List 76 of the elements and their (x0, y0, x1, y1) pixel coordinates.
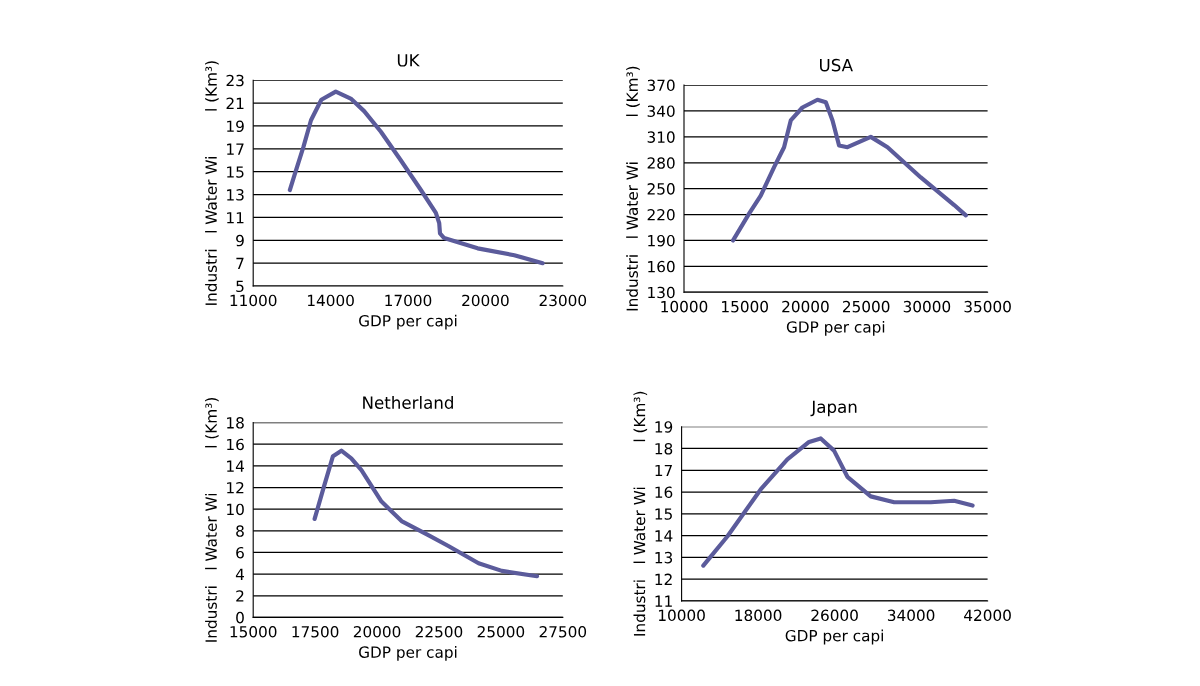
y-tick-label: 2 (236, 590, 244, 602)
y-tick-label: 10 (227, 503, 244, 516)
y-tick-label: 17 (655, 464, 672, 477)
x-tick-label: 30000 (903, 300, 951, 313)
y-tick-label: 130 (648, 286, 675, 299)
x-axis-title: GDP per capi (359, 646, 457, 661)
y-tick-label: 13 (227, 189, 244, 201)
y-tick-label: 340 (647, 105, 675, 117)
line-series (312, 448, 540, 579)
x-tick-label: 18000 (735, 609, 782, 622)
y-tick-label: 6 (236, 546, 244, 559)
y-tick-label: 14 (227, 460, 245, 472)
y-tick-label: 4 (235, 568, 245, 580)
y-tick-label: 280 (647, 157, 675, 169)
chart-title: Japan (810, 400, 857, 417)
x-tick-label: 23000 (539, 294, 587, 307)
y-tick-label: 9 (236, 234, 244, 247)
x-axis-title: GDP per capi (786, 320, 885, 336)
x-tick-label: 10000 (661, 300, 708, 313)
y-tick-label: 7 (236, 257, 244, 269)
y-tick-label: 21 (226, 97, 244, 109)
y-tick-label: 160 (648, 260, 675, 273)
x-axis-title: GDP per capi (785, 629, 883, 645)
x-tick-label: 27500 (539, 626, 587, 638)
x-tick-label: 17000 (385, 294, 432, 307)
x-tick-label: 20000 (782, 300, 829, 313)
y-tick-label: 190 (648, 234, 675, 247)
x-tick-label: 42000 (964, 609, 1011, 622)
y-tick-label: 19 (655, 421, 673, 433)
chart-title: USA (820, 58, 853, 72)
y-tick-label: 370 (647, 79, 675, 92)
x-tick-label: 15000 (722, 300, 769, 313)
y-axis-title: Industri l Water Wi l (Km³) (626, 66, 640, 311)
x-tick-label: 25000 (842, 300, 890, 313)
y-tick-label: 310 (647, 131, 675, 143)
y-tick-label: 220 (647, 209, 675, 221)
x-tick-label: 34000 (887, 609, 935, 622)
y-tick-label: 13 (655, 551, 673, 564)
chart-title: Netherland (363, 396, 453, 409)
y-axis-title: Industri l Water Wi l (Km³) (205, 61, 219, 305)
y-tick-label: 23 (226, 74, 244, 87)
x-tick-label: 26000 (811, 609, 858, 622)
y-axis-title: Industri l Water Wi l (Km³) (633, 391, 648, 636)
x-axis-title: GDP per capi (359, 314, 457, 330)
y-tick-label: 18 (227, 417, 244, 429)
y-tick-label: 14 (655, 530, 673, 542)
y-axis-title: Industri l Water Wi l (Km³) (205, 398, 219, 642)
x-tick-label: 15000 (230, 626, 277, 638)
line-series (730, 97, 968, 243)
y-tick-label: 8 (236, 525, 244, 537)
y-tick-label: 11 (655, 595, 672, 607)
x-tick-label: 17500 (292, 626, 339, 638)
x-tick-label: 35000 (964, 300, 1011, 313)
y-tick-label: 16 (227, 438, 244, 451)
x-tick-label: 14000 (307, 294, 354, 307)
y-tick-label: 17 (227, 143, 244, 155)
x-tick-label: 20000 (353, 626, 401, 638)
y-tick-label: 11 (227, 212, 244, 224)
y-tick-label: 5 (236, 280, 244, 293)
x-tick-label: 11000 (230, 294, 277, 307)
y-tick-label: 19 (227, 120, 244, 133)
y-tick-label: 12 (655, 573, 672, 585)
x-tick-label: 10000 (658, 609, 705, 622)
chart-title: UK (397, 54, 420, 67)
x-tick-label: 22500 (415, 626, 463, 638)
x-tick-label: 25000 (477, 626, 525, 638)
y-tick-label: 12 (227, 481, 244, 494)
x-tick-label: 20000 (462, 294, 509, 307)
y-tick-label: 15 (227, 166, 244, 178)
y-tick-label: 15 (655, 508, 672, 520)
line-series (287, 89, 545, 266)
y-tick-label: 250 (647, 183, 675, 195)
y-tick-label: 18 (655, 442, 673, 455)
y-tick-label: 16 (655, 486, 673, 499)
line-series (701, 436, 975, 568)
y-tick-label: 0 (236, 611, 244, 624)
